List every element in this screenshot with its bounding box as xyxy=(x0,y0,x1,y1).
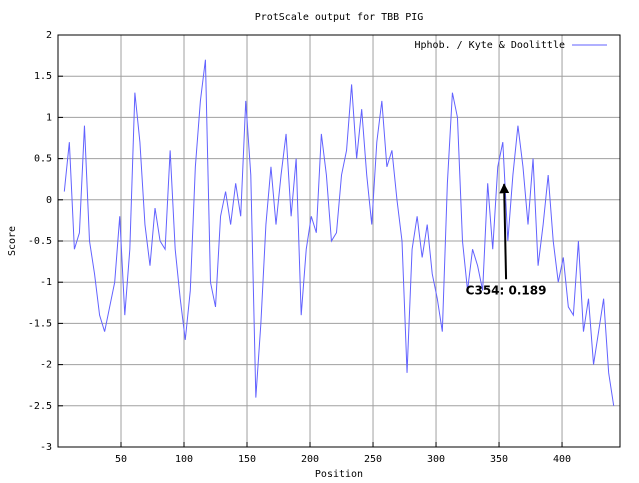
y-tick-label: -1 xyxy=(40,277,52,288)
y-axis-label: Score xyxy=(7,226,18,256)
x-tick-label: 250 xyxy=(364,454,382,465)
legend-label: Hphob. / Kyte & Doolittle xyxy=(414,40,565,51)
y-tick-label: 0 xyxy=(46,195,52,206)
y-tick-label: 0.5 xyxy=(34,154,52,165)
y-tick-label: 2 xyxy=(46,30,52,41)
data-line xyxy=(63,59,615,406)
y-tick-label: -2 xyxy=(40,360,52,371)
plot-frame xyxy=(57,34,621,448)
x-tick-label: 100 xyxy=(175,454,193,465)
x-tick-label: 350 xyxy=(490,454,508,465)
y-tick-label: -2.5 xyxy=(28,401,52,412)
x-axis-label: Position xyxy=(315,469,363,480)
x-tick-label: 50 xyxy=(115,454,127,465)
chart-title: ProtScale output for TBB PIG xyxy=(255,12,424,23)
x-tick-label: 300 xyxy=(427,454,445,465)
y-tick-label: -0.5 xyxy=(28,236,52,247)
y-tick-label: 1.5 xyxy=(34,71,52,82)
y-tick-label: -1.5 xyxy=(28,318,52,329)
x-tick-label: 200 xyxy=(301,454,319,465)
y-tick-label: -3 xyxy=(40,442,52,453)
y-tick-label: 1 xyxy=(46,112,52,123)
annotation-arrow xyxy=(499,183,510,280)
x-tick-label: 150 xyxy=(238,454,256,465)
annotation-label: C354: 0.189 xyxy=(466,284,547,298)
x-tick-label: 400 xyxy=(553,454,571,465)
